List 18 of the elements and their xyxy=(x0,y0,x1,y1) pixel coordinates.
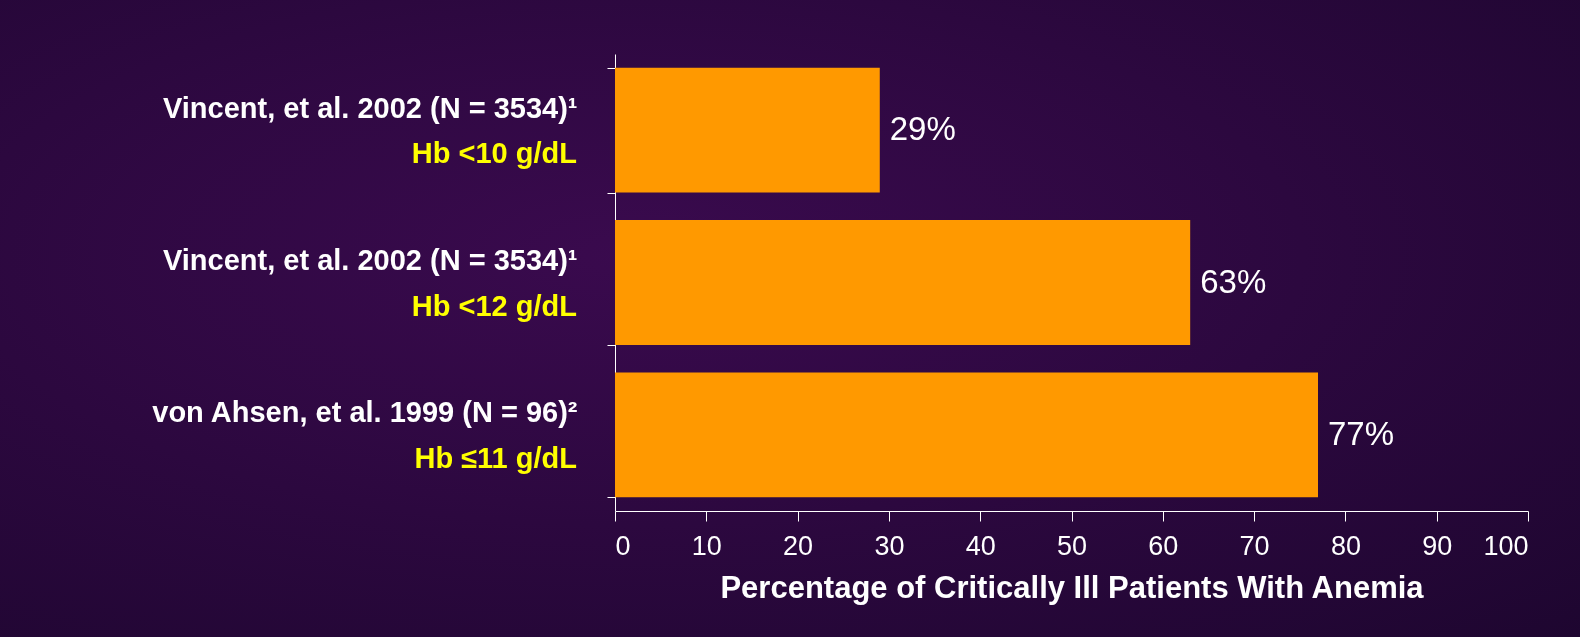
x-tick-label: 40 xyxy=(965,530,996,561)
category-label: Vincent, et al. 2002 (N = 3534)¹ Hb <10 g/dL xyxy=(162,91,578,170)
category-label: von Ahsen, et al. 1999 (N = 96)² Hb ≤11 g/dL xyxy=(152,396,578,474)
x-tick-label: 70 xyxy=(1239,530,1270,561)
x-axis-title: Percentage of Critically Ill Patients With Anemia xyxy=(720,569,1425,605)
x-tick-label: 80 xyxy=(1330,530,1361,561)
x-tick-label: 0 xyxy=(615,530,631,561)
x-tick-label: 50 xyxy=(1056,530,1088,561)
data-label: 29% xyxy=(889,110,956,148)
x-tick-label: 60 xyxy=(1148,530,1179,561)
x-tick-label: 30 xyxy=(874,530,905,561)
x-tick-label: 90 xyxy=(1422,530,1453,561)
data-label: 77% xyxy=(1328,414,1395,452)
data-label: 63% xyxy=(1200,262,1267,300)
x-tick-label: 100 xyxy=(1483,530,1529,561)
x-tick-label: 20 xyxy=(783,530,814,561)
x-tick-label: 10 xyxy=(691,530,722,561)
category-label: Vincent, et al. 2002 (N = 3534)¹ Hb <12 g/dL xyxy=(162,244,578,322)
